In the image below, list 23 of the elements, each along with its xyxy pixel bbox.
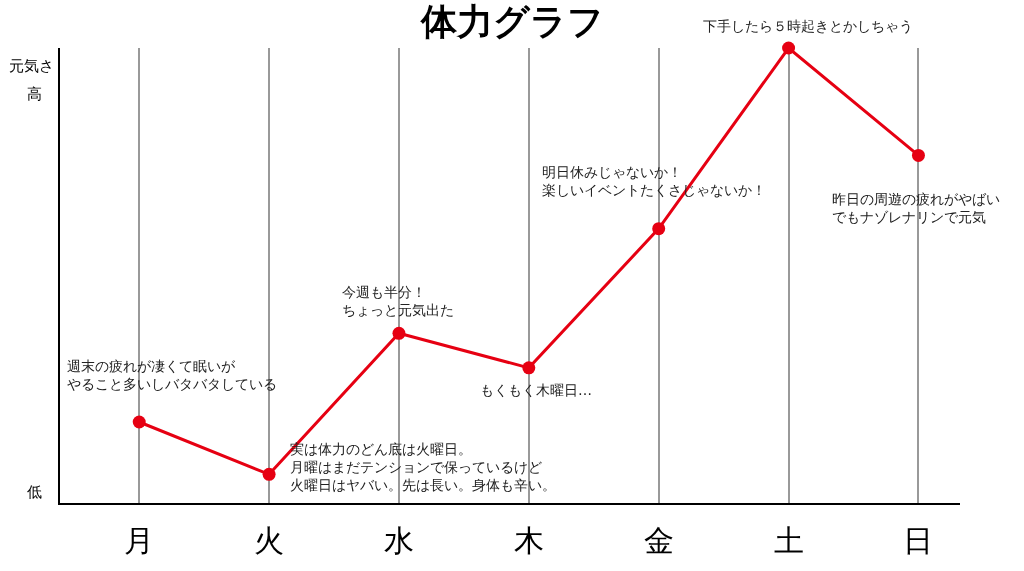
- annotation: もくもく木曜日…: [480, 382, 592, 398]
- x-tick-label: 木: [513, 522, 544, 558]
- text: 低: [27, 483, 42, 501]
- chart-title: 体力グラフ: [419, 0, 604, 42]
- y-axis-title: 元気さ: [9, 57, 54, 75]
- x-tick-label: 水: [383, 522, 414, 558]
- point: [522, 361, 536, 375]
- point: [652, 222, 666, 236]
- annotation: 昨日の周遊の疲れがやばいでもナゾレナリンで元気: [832, 191, 1000, 226]
- text: 高: [27, 85, 42, 103]
- point: [262, 467, 276, 481]
- point: [132, 415, 146, 429]
- point: [911, 148, 925, 162]
- annotation: 下手したら５時起きとかしちゃう: [703, 18, 913, 34]
- x-tick-label: 金: [643, 522, 674, 558]
- annotation: 今週も半分！ちょっと元気出た: [342, 284, 454, 319]
- x-tick-label: 月: [124, 522, 155, 558]
- x-tick-label: 日: [903, 522, 934, 558]
- x-tick-label: 土: [773, 522, 804, 558]
- point: [392, 326, 406, 340]
- annotation: 週末の疲れが凄くて眠いがやること多いしバタバタしている: [67, 358, 277, 393]
- point: [782, 41, 796, 55]
- x-tick-label: 火: [254, 522, 285, 558]
